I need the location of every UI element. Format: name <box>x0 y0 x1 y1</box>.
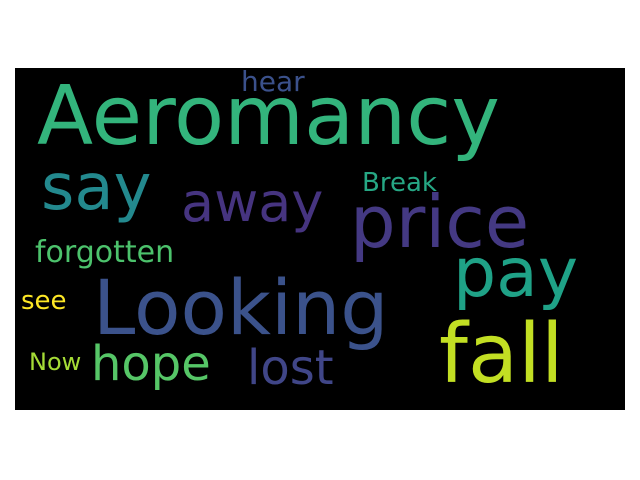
word-lost: lost <box>247 340 334 396</box>
word-hear: hear <box>241 68 305 98</box>
word-say: say <box>41 151 152 225</box>
word-see: see <box>21 286 67 316</box>
word-aeromancy: Aeromancy <box>37 69 500 164</box>
word-now: Now <box>29 348 82 376</box>
word-hope: hope <box>91 336 211 392</box>
word-cloud: Aeromancy say away price hear Break forg… <box>15 68 625 410</box>
word-price: price <box>350 180 530 264</box>
word-pay: pay <box>453 234 579 313</box>
word-away: away <box>181 171 324 234</box>
word-forgotten: forgotten <box>35 235 175 270</box>
word-looking: Looking <box>93 263 389 352</box>
word-break: Break <box>362 168 437 198</box>
word-fall: fall <box>439 307 564 402</box>
